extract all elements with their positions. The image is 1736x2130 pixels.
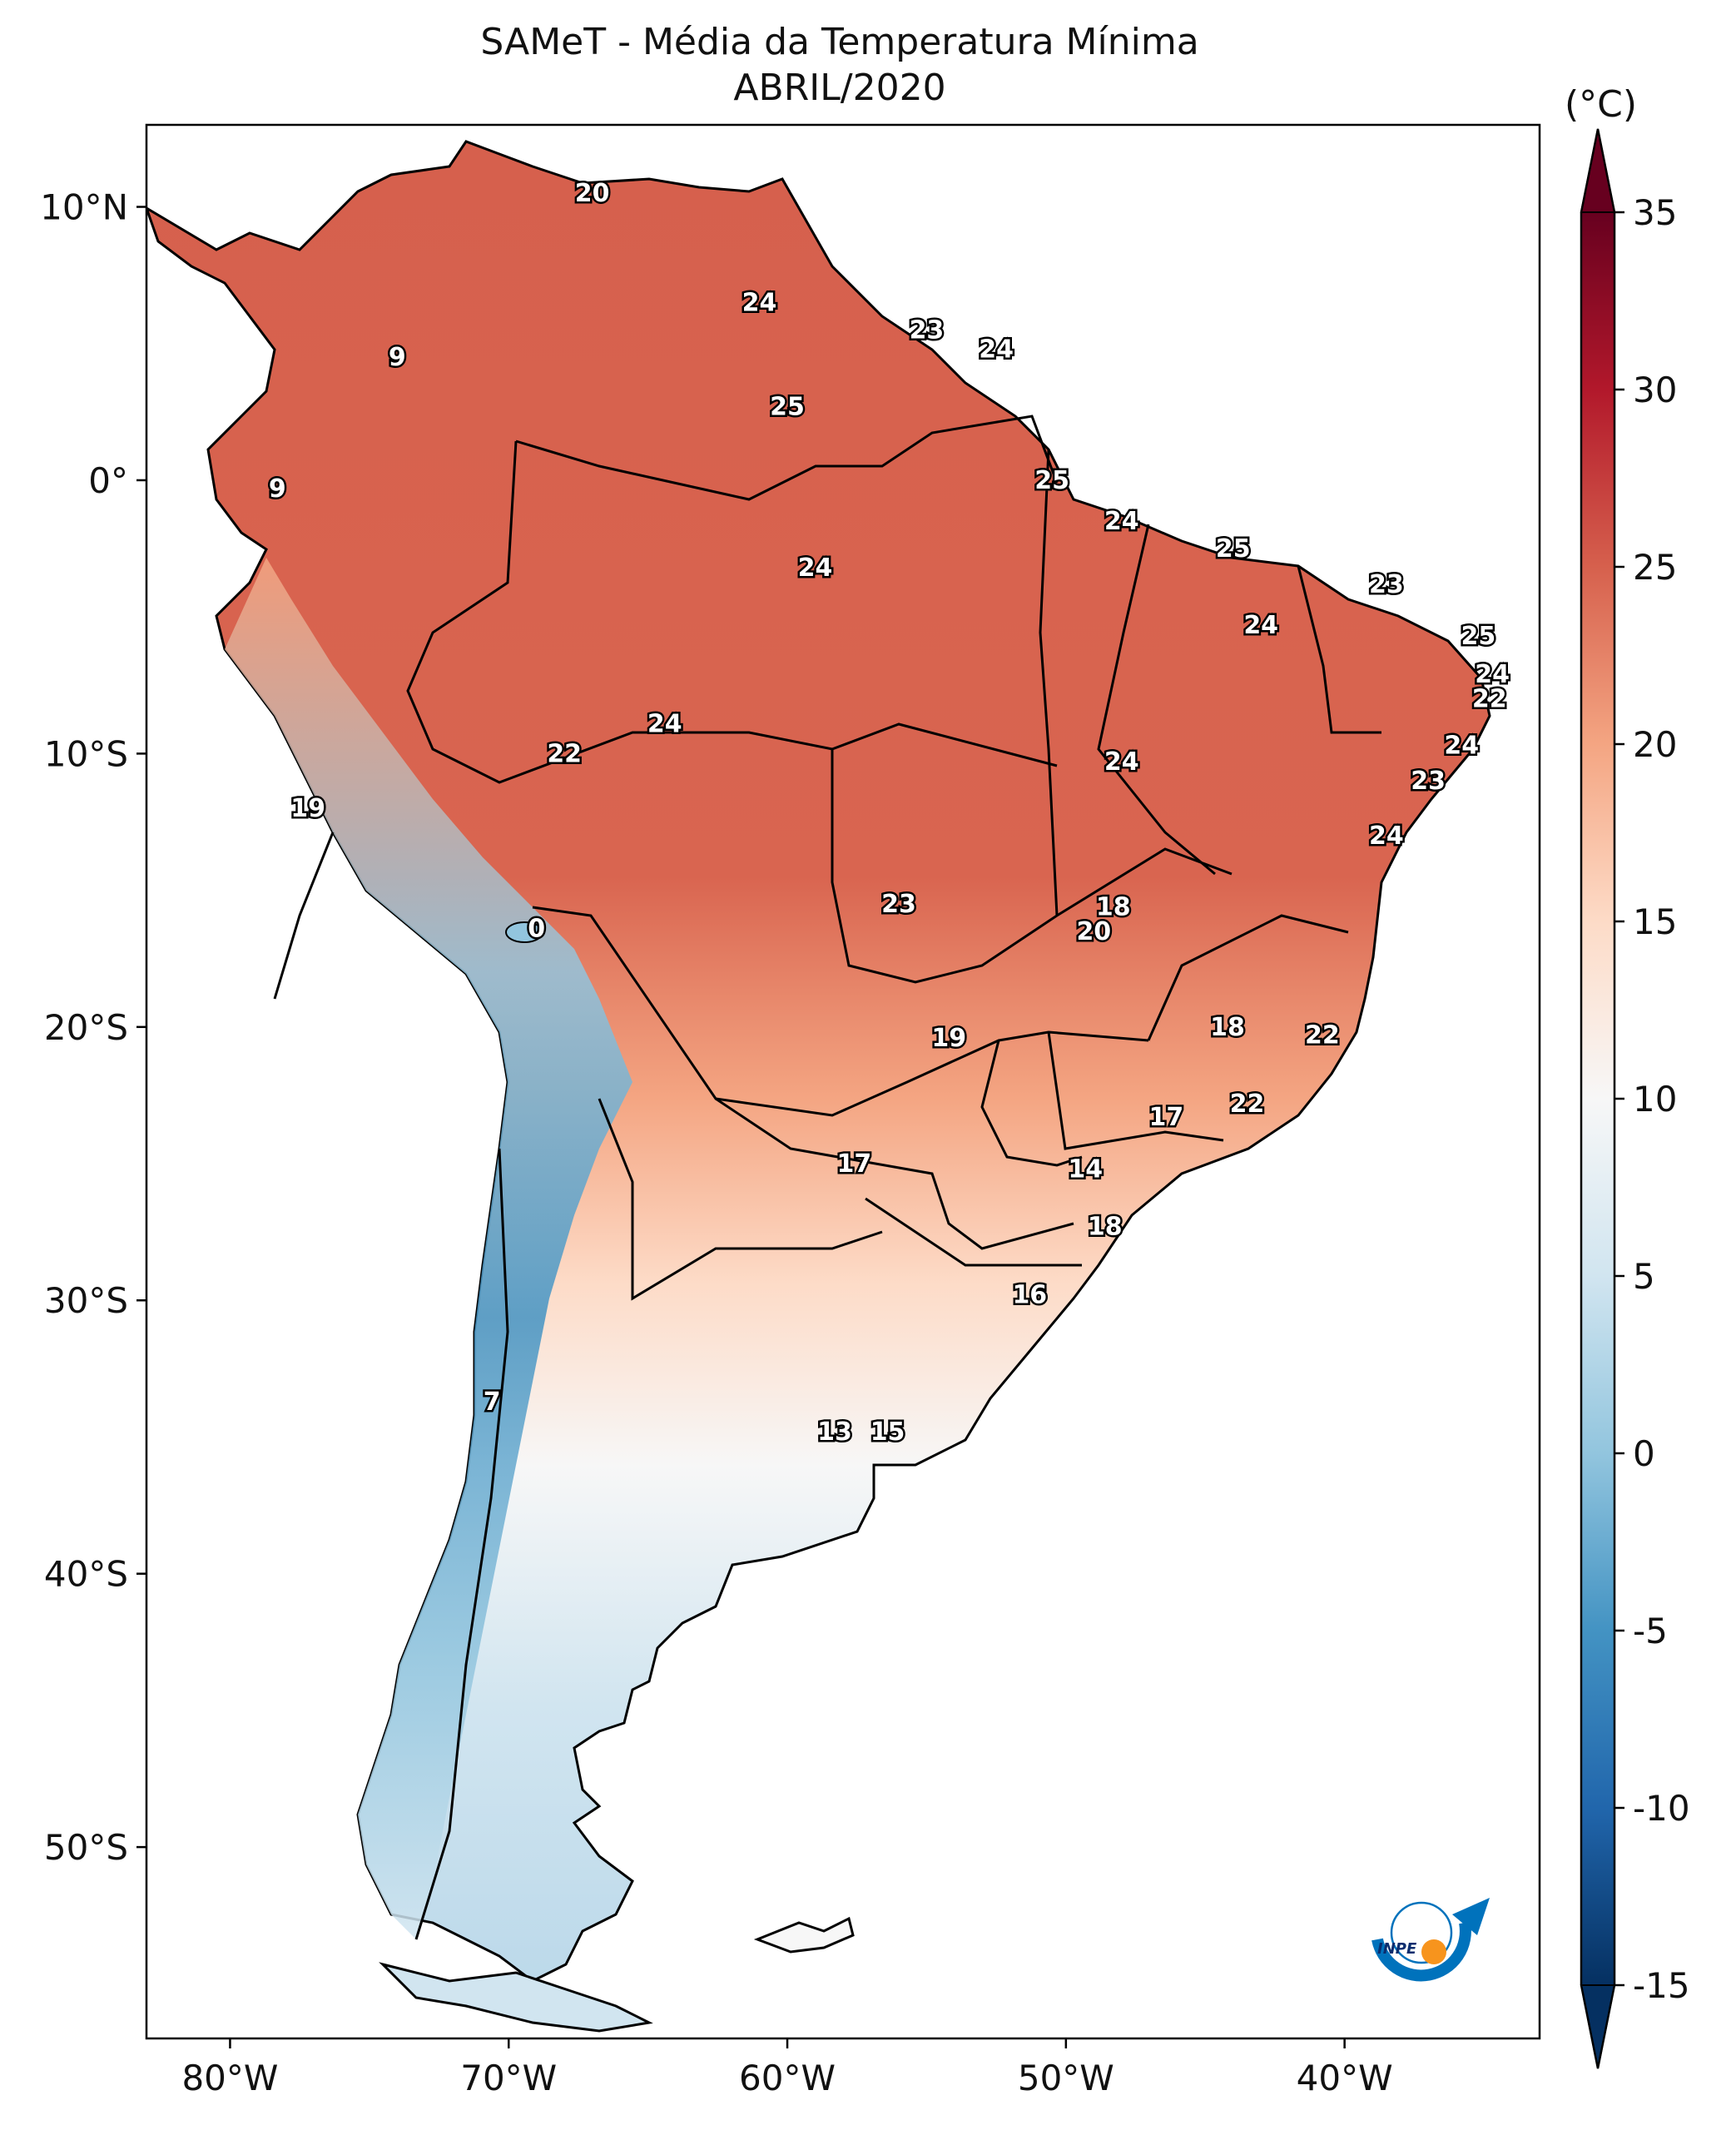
colorbar-unit: (°C) [1565, 83, 1638, 126]
logo-sun [1421, 1939, 1446, 1964]
temperature-value-label: 18 [1210, 1013, 1245, 1042]
andes-cold-band [225, 558, 632, 1939]
colorbar-min-extension [1580, 1984, 1616, 2069]
temperature-value-label: 19 [290, 794, 325, 823]
map-title: SAMeT - Média da Temperatura Mínima [480, 21, 1199, 63]
colorbar: 35 30 25 20 15 10 5 0 -5 -10 -15 [1580, 128, 1690, 2069]
x-tick-label: 60°W [739, 2058, 836, 2098]
temperature-value-label: 13 [817, 1418, 852, 1447]
inpe-logo: INPE [1371, 1898, 1490, 1982]
temperature-value-label: 7 [484, 1388, 501, 1417]
y-tick-label: 40°S [44, 1554, 128, 1595]
y-tick-label: 20°S [44, 1007, 128, 1048]
temperature-value-label: 24 [1104, 747, 1139, 777]
colorbar-tick-label: -5 [1633, 1611, 1668, 1651]
y-tick-label: 30°S [44, 1280, 128, 1321]
temperature-value-label: 0 [528, 915, 545, 944]
temperature-value-label: 24 [798, 554, 833, 583]
x-tick-label: 80°W [181, 2058, 278, 2098]
colorbar-tick-label: 35 [1633, 192, 1677, 233]
temperature-value-label: 25 [770, 392, 805, 421]
colorbar-tick-label: 25 [1633, 547, 1677, 588]
colorbar-tick-label: 5 [1633, 1256, 1655, 1297]
temperature-value-label: 24 [742, 288, 777, 317]
temperature-value-label: 25 [1034, 466, 1069, 495]
logo-arc [1371, 1921, 1471, 1982]
land-layer [146, 140, 1491, 2033]
temperature-value-label: 20 [1076, 917, 1111, 946]
colorbar-tick-label: 20 [1633, 724, 1677, 765]
colorbar-body [1581, 212, 1614, 1985]
temperature-value-label: 14 [1068, 1155, 1103, 1184]
map-subtitle: ABRIL/2020 [733, 67, 946, 109]
temperature-value-label: 23 [910, 315, 945, 345]
temperature-value-label: 20 [575, 179, 610, 208]
x-tick-label: 70°W [460, 2058, 557, 2098]
temperature-value-label: 22 [1305, 1021, 1340, 1050]
temperature-value-label: 18 [1096, 892, 1131, 921]
temperature-value-label: 24 [1243, 611, 1278, 640]
temperature-value-label: 19 [931, 1024, 966, 1053]
colorbar-tick-label: 30 [1633, 370, 1677, 410]
temperature-value-label: 9 [389, 343, 406, 372]
temperature-value-label: 24 [1369, 822, 1404, 851]
temperature-value-label: 17 [837, 1149, 872, 1179]
colorbar-ticks: 35 30 25 20 15 10 5 0 -5 -10 -15 [1614, 192, 1690, 2006]
plot-frame [145, 123, 1541, 2040]
colorbar-max-extension [1580, 128, 1616, 213]
colorbar-tick-label: 15 [1633, 901, 1677, 942]
colorbar-tick-label: 0 [1633, 1433, 1655, 1474]
temperature-value-label: 24 [979, 335, 1014, 364]
x-tick-label: 50°W [1018, 2058, 1114, 2098]
y-axis: 10°N 0° 10°S 20°S 30°S 40°S 50°S [40, 187, 146, 1868]
tierra-del-fuego [379, 1962, 653, 2033]
borders [273, 415, 1381, 1940]
temperature-value-label: 25 [1461, 622, 1495, 651]
temperature-value-label: 24 [647, 709, 682, 738]
colorbar-tick-label: -10 [1633, 1788, 1690, 1829]
temperature-value-label: 23 [1369, 570, 1404, 599]
colorbar-tick-label: 10 [1633, 1079, 1677, 1120]
temperature-value-label: 15 [870, 1418, 905, 1447]
y-tick-label: 10°N [40, 187, 128, 228]
temperature-value-label: 23 [881, 890, 916, 919]
temperature-value-label: 22 [547, 739, 582, 768]
temperature-value-label: 23 [1411, 767, 1446, 796]
x-axis: 80°W 70°W 60°W 50°W 40°W [181, 2038, 1393, 2098]
temperature-value-label: 9 [269, 474, 286, 504]
y-tick-label: 10°S [44, 733, 128, 774]
logo-text: INPE [1377, 1940, 1417, 1958]
falkland-islands [753, 1916, 855, 1954]
temperature-value-label: 24 [1444, 732, 1479, 761]
logo-arrow [1452, 1898, 1490, 1935]
logo-ring [1390, 1901, 1453, 1964]
temperature-value-label: 22 [1230, 1090, 1265, 1119]
temperature-value-label: 17 [1148, 1103, 1183, 1132]
y-tick-label: 50°S [44, 1827, 128, 1868]
temperature-value-label: 16 [1012, 1281, 1047, 1310]
x-tick-label: 40°W [1297, 2058, 1393, 2098]
temperature-value-label: 24 [1104, 507, 1139, 536]
y-tick-label: 0° [88, 460, 128, 501]
temperature-value-label: 18 [1088, 1213, 1123, 1242]
temperature-value-label: 24 [1475, 660, 1510, 689]
temperature-value-label: 25 [1216, 534, 1251, 564]
temperature-value-label: 22 [1472, 685, 1507, 714]
lake-titicaca [505, 921, 543, 943]
colorbar-tick-label: -15 [1633, 1965, 1690, 2006]
